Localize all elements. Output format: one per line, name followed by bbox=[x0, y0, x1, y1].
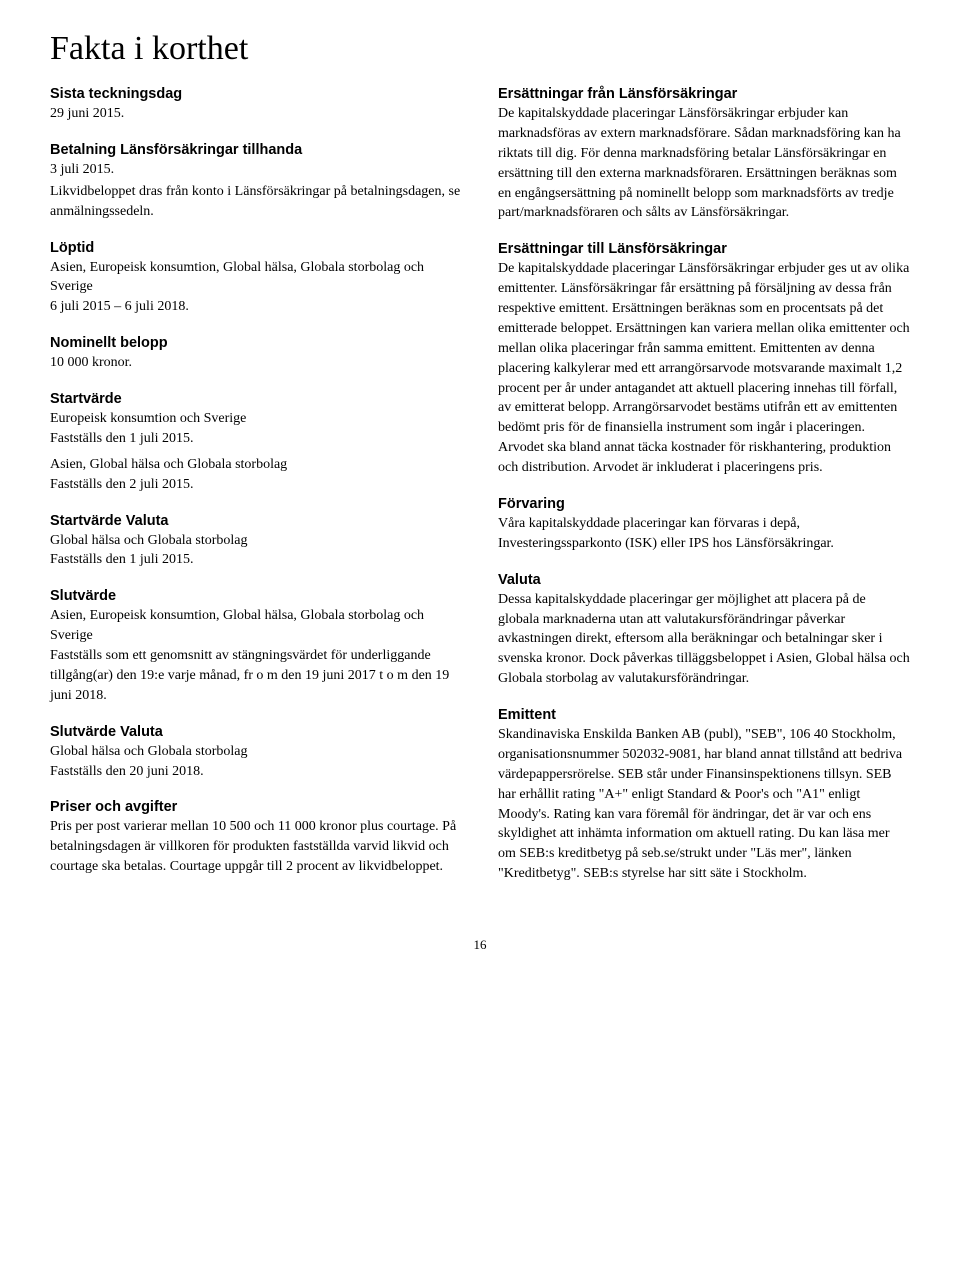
body: Våra kapitalskyddade placeringar kan för… bbox=[498, 514, 910, 554]
two-column-layout: Sista teckningsdag 29 juni 2015. Betalni… bbox=[50, 86, 910, 902]
left-column: Sista teckningsdag 29 juni 2015. Betalni… bbox=[50, 86, 462, 902]
section-betalning: Betalning Länsförsäkringar tillhanda 3 j… bbox=[50, 142, 462, 222]
section-slutvarde-valuta: Slutvärde Valuta Global hälsa och Global… bbox=[50, 724, 462, 782]
body: Dessa kapitalskyddade placeringar ger mö… bbox=[498, 590, 910, 689]
body: Global hälsa och Globala storbolag Fasts… bbox=[50, 742, 462, 782]
section-loptid: Löptid Asien, Europeisk konsumtion, Glob… bbox=[50, 240, 462, 318]
body: 29 juni 2015. bbox=[50, 104, 462, 124]
heading: Ersättningar från Länsförsäkringar bbox=[498, 86, 910, 102]
body: Asien, Europeisk konsumtion, Global häls… bbox=[50, 258, 462, 318]
section-valuta: Valuta Dessa kapitalskyddade placeringar… bbox=[498, 572, 910, 689]
body: Pris per post varierar mellan 10 500 och… bbox=[50, 817, 462, 877]
section-emittent: Emittent Skandinaviska Enskilda Banken A… bbox=[498, 707, 910, 884]
body: 10 000 kronor. bbox=[50, 353, 462, 373]
heading: Ersättningar till Länsförsäkringar bbox=[498, 241, 910, 257]
section-sista-teckningsdag: Sista teckningsdag 29 juni 2015. bbox=[50, 86, 462, 124]
right-column: Ersättningar från Länsförsäkringar De ka… bbox=[498, 86, 910, 902]
body: Skandinaviska Enskilda Banken AB (publ),… bbox=[498, 725, 910, 884]
body: Likvidbeloppet dras från konto i Länsför… bbox=[50, 182, 462, 222]
heading: Slutvärde Valuta bbox=[50, 724, 462, 740]
body: Asien, Europeisk konsumtion, Global häls… bbox=[50, 606, 462, 705]
heading: Startvärde Valuta bbox=[50, 513, 462, 529]
section-priser-avgifter: Priser och avgifter Pris per post varier… bbox=[50, 799, 462, 877]
page-title: Fakta i korthet bbox=[50, 30, 910, 68]
body: Asien, Global hälsa och Globala storbola… bbox=[50, 455, 462, 495]
body: De kapitalskyddade placeringar Länsförsä… bbox=[498, 259, 910, 478]
heading: Nominellt belopp bbox=[50, 335, 462, 351]
page-container: Fakta i korthet Sista teckningsdag 29 ju… bbox=[0, 0, 960, 993]
heading: Slutvärde bbox=[50, 588, 462, 604]
section-startvarde: Startvärde Europeisk konsumtion och Sver… bbox=[50, 391, 462, 495]
heading: Löptid bbox=[50, 240, 462, 256]
heading: Förvaring bbox=[498, 496, 910, 512]
heading: Priser och avgifter bbox=[50, 799, 462, 815]
body: Global hälsa och Globala storbolag Fasts… bbox=[50, 531, 462, 571]
section-slutvarde: Slutvärde Asien, Europeisk konsumtion, G… bbox=[50, 588, 462, 705]
section-forvaring: Förvaring Våra kapitalskyddade placering… bbox=[498, 496, 910, 554]
body: De kapitalskyddade placeringar Länsförsä… bbox=[498, 104, 910, 223]
heading: Sista teckningsdag bbox=[50, 86, 462, 102]
body: 3 juli 2015. bbox=[50, 160, 462, 180]
heading: Emittent bbox=[498, 707, 910, 723]
section-ersattningar-till: Ersättningar till Länsförsäkringar De ka… bbox=[498, 241, 910, 478]
heading: Startvärde bbox=[50, 391, 462, 407]
section-startvarde-valuta: Startvärde Valuta Global hälsa och Globa… bbox=[50, 513, 462, 571]
section-ersattningar-fran: Ersättningar från Länsförsäkringar De ka… bbox=[498, 86, 910, 223]
page-number: 16 bbox=[50, 937, 910, 953]
heading: Valuta bbox=[498, 572, 910, 588]
body: Europeisk konsumtion och Sverige Faststä… bbox=[50, 409, 462, 449]
section-nominellt-belopp: Nominellt belopp 10 000 kronor. bbox=[50, 335, 462, 373]
heading: Betalning Länsförsäkringar tillhanda bbox=[50, 142, 462, 158]
